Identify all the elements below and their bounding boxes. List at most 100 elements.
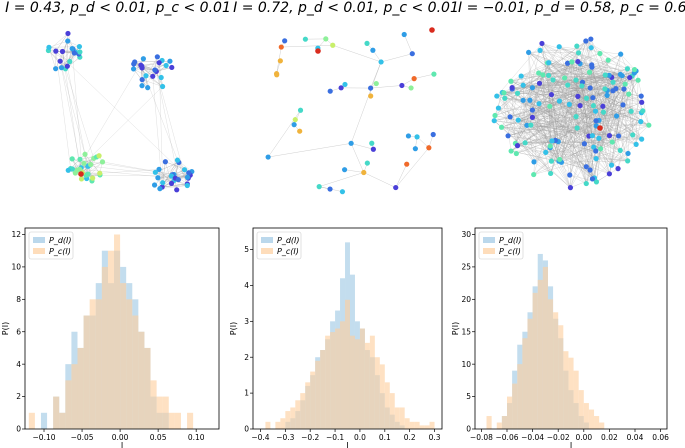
network-node (316, 184, 322, 190)
network-node (520, 82, 526, 88)
histogram-bar (335, 328, 341, 429)
network-node (159, 83, 166, 90)
network-node (72, 170, 78, 176)
network-edge (518, 120, 526, 143)
network-graph-2 (265, 27, 437, 195)
network-node (78, 176, 85, 182)
network-node (411, 76, 417, 82)
network-node (145, 85, 151, 91)
network-node (573, 114, 579, 120)
network-edge (501, 50, 541, 128)
network-node (536, 80, 543, 86)
x-tick-label: −0.10 (33, 433, 56, 442)
title-pd: p_d = 0.58, (534, 0, 616, 16)
network-node (412, 146, 418, 152)
network-node (302, 36, 308, 42)
x-tick-label: −0.02 (547, 433, 570, 442)
network-node (130, 66, 137, 72)
network-edge (548, 75, 612, 78)
axes-frame (474, 227, 668, 430)
network-edge (511, 79, 577, 152)
network-node (88, 161, 94, 168)
network-node (348, 140, 354, 146)
network-title-1: I = 0.43, p_d < 0.01, p_c < 0.01 (4, 0, 232, 16)
network-node (587, 167, 593, 173)
title-pc: p_c < 0.01 (383, 0, 459, 16)
network-edge (162, 185, 188, 188)
axes-frame (24, 227, 220, 430)
network-edge (629, 77, 643, 111)
histogram-bar (359, 328, 365, 429)
network-edges (494, 38, 650, 188)
network-node (65, 30, 71, 37)
network-node (640, 108, 646, 114)
network-edge (564, 63, 581, 79)
network-nodes (265, 27, 437, 195)
network-node (99, 159, 106, 165)
histogram-bar (583, 403, 589, 429)
network-edge (494, 120, 571, 188)
histogram-bar (59, 412, 66, 429)
histogram-bar (354, 339, 360, 429)
network-node (617, 71, 623, 77)
network-node (505, 133, 511, 139)
network-node (589, 133, 595, 139)
network-node (604, 92, 610, 98)
network-edge (579, 38, 592, 64)
network-edge (351, 143, 374, 150)
network-node (368, 93, 374, 99)
histogram-bar (345, 299, 350, 429)
network-node (175, 177, 181, 183)
histogram-bar (486, 416, 492, 429)
histogram-bar (144, 347, 151, 429)
network-edge (611, 84, 626, 166)
network-edge (533, 104, 624, 163)
histogram-bar (150, 380, 157, 429)
histogram-bar (330, 332, 336, 429)
network-node (596, 135, 602, 141)
network-edge (395, 164, 407, 188)
network-edge (48, 33, 69, 51)
network-edge (516, 140, 553, 154)
network-node (292, 117, 298, 123)
network-node (589, 176, 596, 182)
network-node (342, 81, 348, 88)
network-node (600, 109, 607, 115)
network-node (64, 63, 70, 69)
histogram-bar (126, 299, 133, 429)
network-edge (522, 85, 526, 143)
network-node (520, 97, 526, 103)
network-graph-1 (45, 30, 195, 193)
network-node (549, 138, 555, 144)
histogram-bar (28, 412, 35, 429)
histogram-bar (568, 357, 574, 429)
title-pd: p_d < 0.01, (297, 0, 380, 16)
histogram-bar (101, 266, 108, 429)
network-edge (559, 100, 612, 166)
network-edge (171, 183, 188, 186)
network-node (633, 141, 639, 147)
network-edge (539, 83, 559, 142)
network-edge (532, 117, 556, 141)
network-edge (533, 138, 599, 163)
network-edge (55, 40, 68, 69)
network-node (624, 66, 631, 72)
network-node (361, 169, 367, 176)
network-node (69, 166, 75, 172)
x-tick-label: 0.0 (354, 433, 366, 442)
histogram-bar (527, 318, 533, 429)
network-edge (528, 52, 625, 90)
network-node (492, 112, 498, 119)
network-node (621, 86, 627, 92)
network-node-hot (315, 48, 321, 54)
histogram-bar (107, 250, 115, 429)
network-edge (538, 72, 633, 136)
network-node (583, 38, 589, 44)
histogram-bar (409, 421, 415, 429)
network-node (150, 73, 156, 79)
title-stat: I = −0.01, (458, 0, 531, 16)
x-tick-label: 0.02 (601, 433, 618, 442)
y-tick-label: 3 (244, 317, 249, 326)
network-node (606, 132, 613, 139)
network-edge (494, 115, 571, 188)
